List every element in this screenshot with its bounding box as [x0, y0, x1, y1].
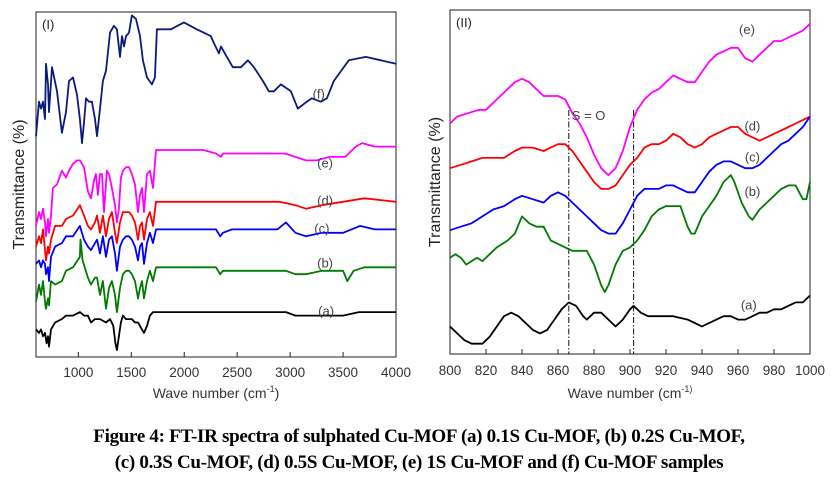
series-label-c: (c) [314, 221, 329, 236]
x-tick-label: 920 [655, 363, 678, 378]
x-tick-label: 840 [511, 363, 534, 378]
x-tick-label: 3500 [328, 365, 358, 380]
panel-label-i: (I) [42, 17, 54, 32]
x-tick-label: 800 [439, 363, 462, 378]
y-axis-title-ii: Transmittance (%) [427, 117, 444, 247]
x-tick-label: 4000 [381, 365, 411, 380]
series-line-d [35, 197, 397, 262]
series-label-e: (e) [739, 22, 755, 37]
x-ticks-i: 1000 1500 2000 2500 3000 3500 4000 [63, 352, 411, 380]
x-tick-label: 1000 [795, 363, 825, 378]
ftir-figure: 1000 1500 2000 2500 3000 3500 4000 (f) (e) (d) (c… [11, 9, 825, 401]
x-axis-title-i: Wave number (cm-1) [153, 384, 280, 401]
series-label-f: (f) [313, 86, 325, 101]
x-tick-label: 2000 [169, 365, 199, 380]
series-line-f [35, 14, 397, 145]
y-axis-title-i: Transmittance (%) [11, 119, 28, 249]
x-tick-label: 900 [619, 363, 642, 378]
x-tick-label: 820 [475, 363, 498, 378]
series-line-a [449, 294, 811, 345]
panel-label-ii: (II) [456, 15, 472, 30]
panel-ii: 800 820 840 860 880 900 920 940 960 980 1000 (e) (d… [427, 9, 825, 401]
x-axis-title-ii: Wave number (cm-1) [568, 384, 693, 401]
figure-caption-line-2: (c) 0.3S Cu-MOF, (d) 0.5S Cu-MOF, (e) 1S… [114, 452, 724, 473]
series-group-ii: (e) (d) (c) (b) (a) [449, 22, 811, 345]
figure-caption-line-1: Figure 4: FT-IR spectra of sulphated Cu-… [93, 426, 745, 447]
x-tick-label: 1500 [116, 365, 146, 380]
series-line-d [449, 115, 811, 190]
series-label-b: (b) [744, 184, 760, 199]
panel-i: 1000 1500 2000 2500 3000 3500 4000 (f) (e) (d) (c… [11, 11, 411, 401]
x-tick-label: 960 [727, 363, 750, 378]
series-label-a: (a) [741, 297, 757, 312]
series-label-c: (c) [745, 149, 760, 164]
x-ticks-ii: 800 820 840 860 880 900 920 940 960 980 1000 [439, 349, 825, 378]
x-tick-label: 860 [547, 363, 570, 378]
x-tick-label: 880 [583, 363, 606, 378]
series-label-a: (a) [318, 304, 334, 319]
series-line-e [35, 142, 396, 238]
series-line-b [35, 238, 396, 314]
x-tick-label: 1000 [63, 365, 93, 380]
x-tick-label: 940 [691, 363, 714, 378]
x-tick-label: 980 [763, 363, 786, 378]
plot-frame-i [35, 11, 397, 358]
series-label-b: (b) [317, 255, 333, 270]
series-label-d: (d) [317, 193, 333, 208]
x-tick-label: 2500 [222, 365, 252, 380]
series-line-e [449, 23, 811, 177]
series-line-b [449, 174, 811, 294]
x-tick-label: 3000 [275, 365, 305, 380]
s-o-annotation: S = O [572, 108, 606, 123]
series-line-c [449, 116, 811, 235]
series-label-e: (e) [317, 155, 333, 170]
series-label-d: (d) [744, 118, 760, 133]
series-line-a [35, 311, 396, 352]
series-group-i: (f) (e) (d) (c) (b) (a) [35, 14, 397, 352]
series-line-c [35, 221, 396, 283]
